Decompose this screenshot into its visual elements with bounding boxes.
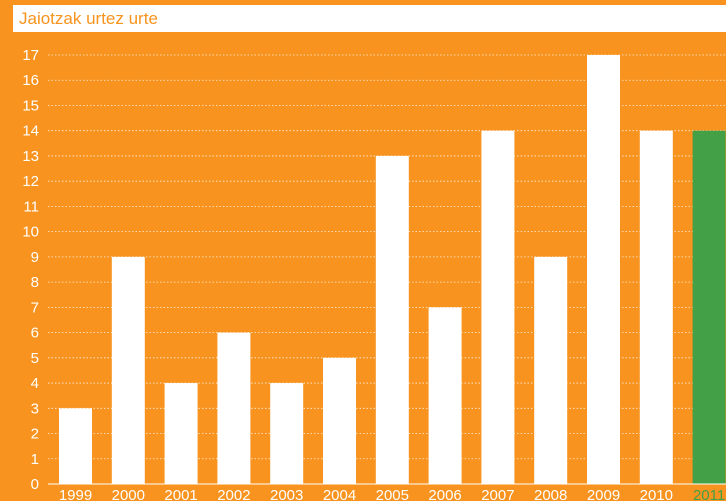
y-tick-label-6: 6 xyxy=(31,325,39,342)
x-tick-label-2009: 2009 xyxy=(587,487,620,501)
bar-2011 xyxy=(692,130,726,485)
y-tick-label-5: 5 xyxy=(31,350,39,367)
y-tick-label-4: 4 xyxy=(31,375,39,392)
bar-1999 xyxy=(59,408,92,484)
y-tick-label-12: 12 xyxy=(22,173,39,190)
bar-2003 xyxy=(270,383,304,484)
y-tick-label-13: 13 xyxy=(22,148,39,165)
y-tick-label-8: 8 xyxy=(31,274,39,291)
bar-2001 xyxy=(164,383,198,484)
bar-2007 xyxy=(481,130,515,485)
bar-2010 xyxy=(639,130,673,485)
bar-2009 xyxy=(587,55,620,484)
bar-2005 xyxy=(375,155,409,485)
x-tick-label-2010: 2010 xyxy=(640,487,673,501)
x-tick-label-2007: 2007 xyxy=(481,487,514,501)
chart-title-bar: Jaiotzak urtez urte xyxy=(13,5,726,32)
y-tick-label-9: 9 xyxy=(31,249,39,266)
y-tick-label-11: 11 xyxy=(23,198,39,215)
x-tick-label-2006: 2006 xyxy=(428,487,461,501)
y-tick-label-1: 1 xyxy=(31,451,39,468)
bar-2008 xyxy=(534,256,568,484)
bar-2004 xyxy=(323,357,356,484)
y-tick-label-0: 0 xyxy=(31,476,39,493)
x-tick-label-2004: 2004 xyxy=(323,487,356,501)
x-tick-label-2001: 2001 xyxy=(164,487,197,501)
x-tick-label-2003: 2003 xyxy=(270,487,303,501)
x-tick-label-1999: 1999 xyxy=(59,487,92,501)
y-tick-label-2: 2 xyxy=(31,426,39,443)
chart-title: Jaiotzak urtez urte xyxy=(19,8,158,28)
x-tick-label-2005: 2005 xyxy=(376,487,409,501)
y-tick-label-16: 16 xyxy=(22,72,39,89)
x-tick-label-2011: 2011 xyxy=(693,487,725,501)
x-tick-label-2000: 2000 xyxy=(112,487,145,501)
bar-2000 xyxy=(111,256,145,484)
y-tick-label-14: 14 xyxy=(22,123,39,140)
y-tick-label-15: 15 xyxy=(22,97,39,114)
bar-2006 xyxy=(428,307,462,484)
x-tick-label-2002: 2002 xyxy=(217,487,250,501)
y-tick-label-17: 17 xyxy=(22,47,39,64)
y-tick-label-3: 3 xyxy=(31,400,39,417)
y-tick-label-10: 10 xyxy=(22,224,39,241)
y-tick-label-7: 7 xyxy=(31,299,39,316)
x-tick-label-2008: 2008 xyxy=(534,487,567,501)
bar-2002 xyxy=(217,332,251,484)
